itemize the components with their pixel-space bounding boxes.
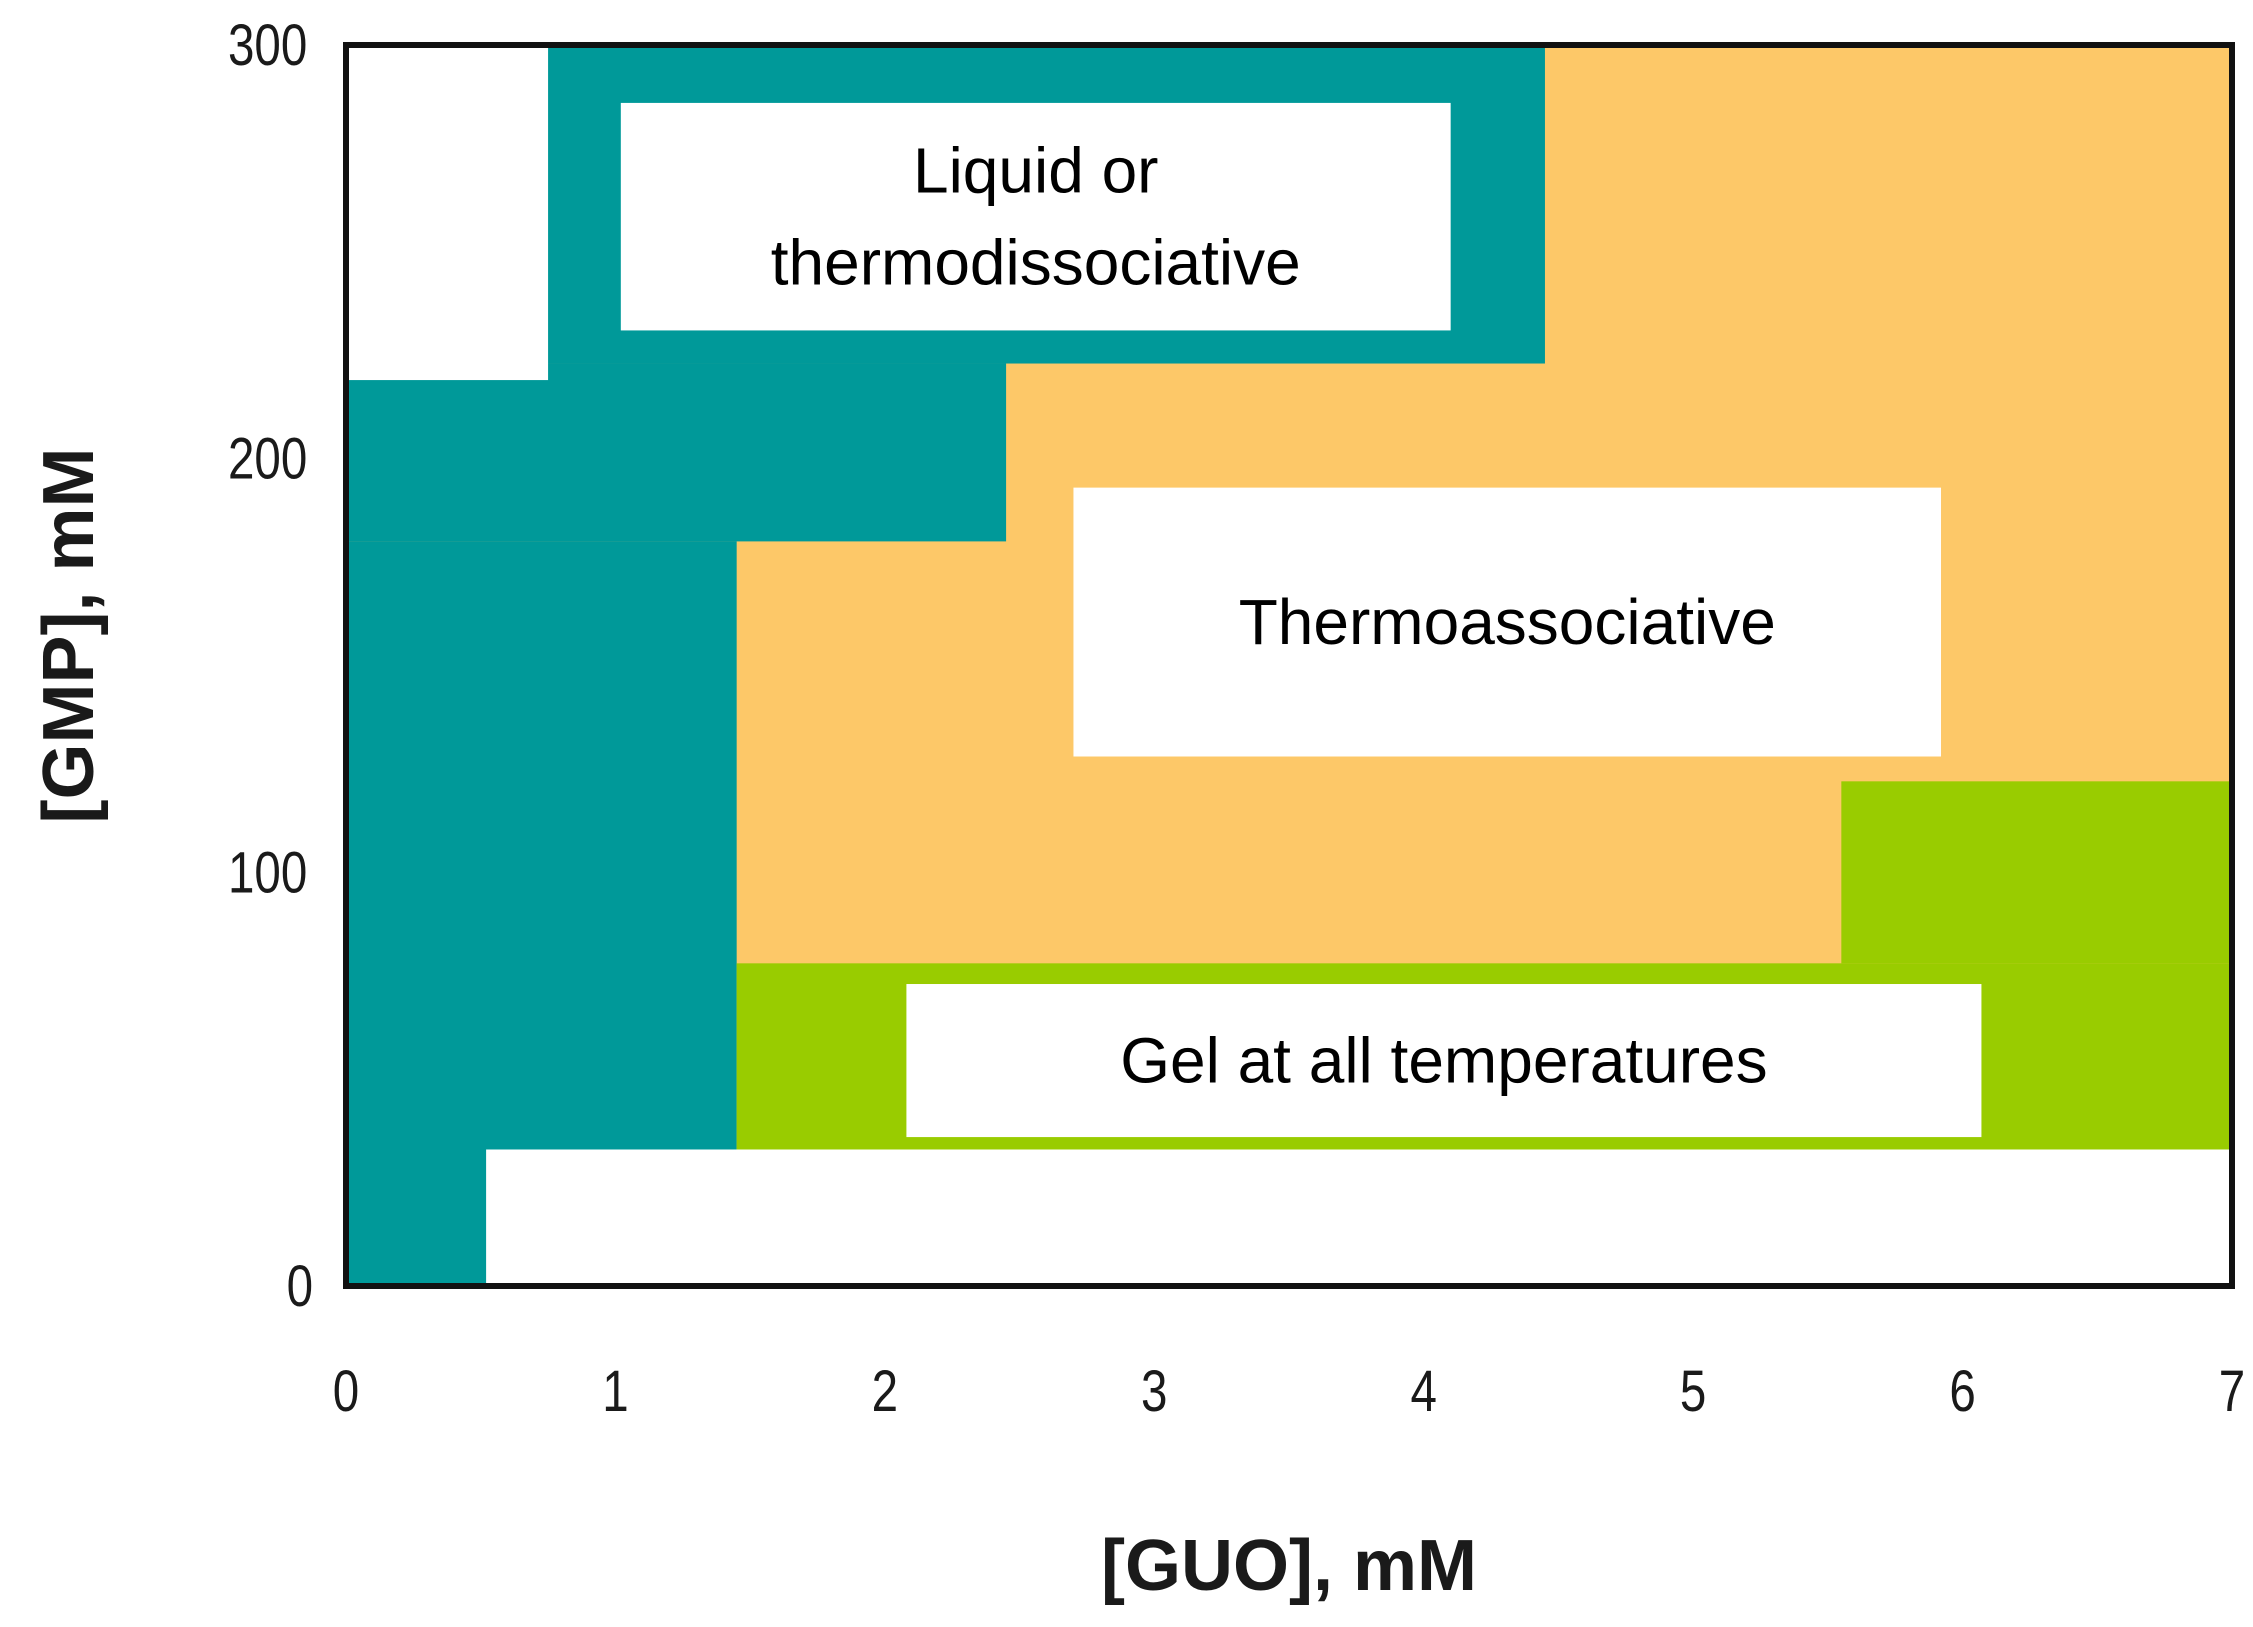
region-none-4: [346, 45, 549, 381]
x-axis-title: [GUO], mM: [1101, 1526, 1477, 1606]
y-tick-label-200: 200: [228, 427, 307, 492]
region-label-0-line-0: Liquid or: [913, 135, 1159, 207]
region-label-2-line-0: Gel at all temperatures: [1120, 1025, 1767, 1097]
plot-frame: [343, 42, 2235, 1289]
x-tick-label-2: 2: [872, 1360, 898, 1425]
region-none-7: [486, 1149, 2233, 1286]
region-label-0-line-1: thermodissociative: [771, 227, 1301, 299]
region-liquid-2: [346, 363, 1007, 542]
x-tick-label-1: 1: [602, 1360, 628, 1425]
y-tick-label-300: 300: [228, 14, 307, 79]
x-tick-label-0: 0: [333, 1360, 359, 1425]
y-axis-title: [GMP], mM: [29, 448, 109, 824]
label-box-1: [1073, 487, 1942, 757]
ticks-layer: 0 1 2 3 4 5 6 7 0 100 200 300: [228, 14, 2245, 1425]
x-tick-label-5: 5: [1680, 1360, 1706, 1425]
x-tick-label-6: 6: [1949, 1360, 1975, 1425]
x-tick-label-4: 4: [1410, 1360, 1436, 1425]
label-box-2: [906, 984, 1982, 1138]
y-tick-label-0: 0: [287, 1255, 313, 1320]
x-tick-label-3: 3: [1141, 1360, 1167, 1425]
region-label-1-line-0: Thermoassociative: [1239, 586, 1776, 658]
y-tick-label-100: 100: [228, 841, 307, 906]
region-gel-6: [1841, 781, 2232, 964]
label-box-0: [620, 102, 1451, 331]
x-tick-label-7: 7: [2219, 1360, 2245, 1425]
region-labels-layer: Liquid or thermodissociative Thermoassocia…: [620, 102, 1982, 1138]
